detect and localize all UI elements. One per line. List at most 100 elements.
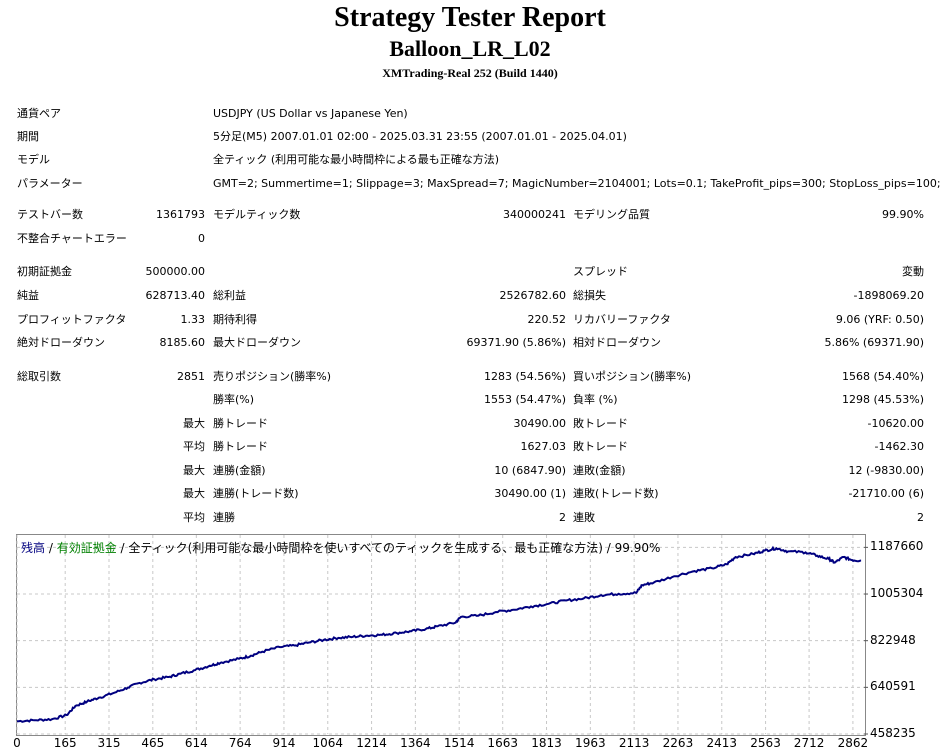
balance-chart-frame	[16, 534, 866, 736]
expected-payoff-label: 期待利得	[213, 313, 257, 326]
x-tick-label: 2712	[793, 736, 825, 750]
y-tick-label: 822948	[870, 632, 916, 647]
x-tick-label: 165	[53, 736, 77, 750]
deposit-value: 500000.00	[145, 265, 206, 278]
max-win-value: 30490.00	[513, 417, 567, 430]
cons-win-count-value: 30490.00 (1)	[494, 487, 566, 500]
gross-profit-label: 総利益	[213, 289, 246, 302]
quality-label: モデリング品質	[573, 208, 650, 221]
rel-drawdown-value: 5.86% (69371.90)	[824, 336, 924, 349]
max-loss-value: -10620.00	[867, 417, 924, 430]
deposit-label: 初期証拠金	[17, 265, 72, 278]
legend-model-text: / 全ティック(利用可能な最小時間枠を使いすべてのティックを生成する、最も正確な…	[116, 541, 661, 555]
x-tick-label: 1813	[531, 736, 562, 750]
ticks-label: モデルティック数	[213, 208, 301, 221]
x-tick-label: 764	[228, 736, 252, 750]
model-label: モデル	[17, 153, 50, 166]
avg-cons-win-label: 連勝	[213, 511, 235, 524]
x-tick-label: 1663	[487, 736, 518, 750]
avg-prefix: 平均	[183, 511, 205, 524]
short-positions-value: 1283 (54.56%)	[483, 370, 566, 383]
cons-win-amount-value: 10 (6847.90)	[494, 464, 566, 477]
spread-label: スプレッド	[573, 265, 628, 278]
symbol-value: USDJPY (US Dollar vs Japanese Yen)	[213, 107, 408, 120]
short-positions-label: 売りポジション(勝率%)	[213, 370, 332, 383]
cons-loss-count-label: 連敗(トレード数)	[573, 487, 659, 500]
avg-cons-win-value: 2	[559, 511, 566, 524]
y-tick-label: 1005304	[870, 586, 924, 601]
x-tick-label: 2862	[837, 736, 869, 750]
avg-win-value: 1627.03	[520, 440, 567, 453]
x-tick-label: 465	[141, 736, 165, 750]
max-loss-label: 敗トレード	[573, 417, 628, 430]
avg-win-label: 勝トレード	[213, 440, 268, 453]
x-tick-label: 1514	[443, 736, 475, 750]
legend-balance: 残高	[21, 541, 46, 555]
abs-drawdown-value: 8185.60	[159, 336, 206, 349]
ea-name: Balloon_LR_L02	[389, 36, 551, 61]
model-value: 全ティック (利用可能な最小時間枠による最も正確な方法)	[213, 153, 500, 166]
symbol-label: 通貨ペア	[17, 107, 61, 120]
x-tick-label: 614	[184, 736, 208, 750]
mismatch-label: 不整合チャートエラー	[17, 232, 127, 245]
max-drawdown-label: 最大ドローダウン	[213, 336, 301, 349]
cons-win-count-label: 連勝(トレード数)	[213, 487, 299, 500]
quality-value: 99.90%	[882, 208, 924, 221]
long-positions-label: 買いポジション(勝率%)	[573, 370, 692, 383]
max-prefix: 最大	[183, 464, 205, 477]
gross-profit-value: 2526782.60	[499, 289, 566, 302]
x-tick-label: 1364	[400, 736, 431, 750]
total-trades-value: 2851	[177, 370, 205, 383]
profit-factor-value: 1.33	[180, 313, 206, 326]
max-prefix: 最大	[183, 417, 205, 430]
net-profit-value: 628713.40	[145, 289, 206, 302]
bars-value: 1361793	[156, 208, 205, 221]
cons-loss-amount-label: 連敗(金額)	[573, 464, 626, 477]
avg-loss-label: 敗トレード	[573, 440, 628, 453]
params-label: パラメーター	[17, 177, 83, 190]
y-tick-label: 640591	[870, 679, 916, 694]
max-prefix: 最大	[183, 487, 205, 500]
x-tick-label: 2563	[750, 736, 781, 750]
period-value: 5分足(M5) 2007.01.01 02:00 - 2025.03.31 23…	[213, 130, 627, 143]
gross-loss-label: 総損失	[573, 289, 606, 302]
server-build: XMTrading-Real 252 (Build 1440)	[382, 66, 558, 80]
avg-cons-loss-label: 連敗	[573, 511, 595, 524]
max-win-label: 勝トレード	[213, 417, 268, 430]
net-profit-label: 純益	[17, 289, 39, 302]
x-tick-label: 1064	[312, 736, 344, 750]
x-tick-label: 914	[272, 736, 296, 750]
legend-separator: /	[45, 541, 57, 555]
win-rate-label: 勝率(%)	[213, 393, 255, 406]
period-label: 期間	[17, 130, 39, 143]
rel-drawdown-label: 相対ドローダウン	[573, 336, 661, 349]
params-value: GMT=2; Summertime=1; Slippage=3; MaxSpre…	[213, 177, 940, 190]
y-tick-label: 458235	[870, 726, 916, 740]
recovery-factor-value: 9.06 (YRF: 0.50)	[835, 313, 924, 326]
abs-drawdown-label: 絶対ドローダウン	[17, 336, 105, 349]
win-rate-value: 1553 (54.47%)	[483, 393, 566, 406]
report-title: Strategy Tester Report	[334, 2, 606, 33]
recovery-factor-label: リカバリーファクタ	[573, 313, 671, 326]
ticks-value: 340000241	[503, 208, 566, 221]
x-tick-label: 2413	[706, 736, 738, 750]
profit-factor-label: プロフィットファクタ	[17, 313, 127, 326]
avg-loss-value: -1462.30	[874, 440, 924, 453]
x-tick-label: 1214	[356, 736, 387, 750]
loss-rate-value: 1298 (45.53%)	[841, 393, 924, 406]
cons-loss-amount-value: 12 (-9830.00)	[848, 464, 924, 477]
x-tick-label: 0	[13, 736, 21, 750]
x-tick-label: 2263	[662, 736, 694, 750]
spread-value: 変動	[902, 265, 924, 278]
mismatch-value: 0	[198, 232, 205, 245]
bars-label: テストバー数	[17, 208, 83, 221]
expected-payoff-value: 220.52	[527, 313, 567, 326]
cons-win-amount-label: 連勝(金額)	[213, 464, 266, 477]
loss-rate-label: 負率 (%)	[573, 393, 618, 406]
cons-loss-count-value: -21710.00 (6)	[848, 487, 924, 500]
total-trades-label: 総取引数	[17, 370, 61, 383]
max-drawdown-value: 69371.90 (5.86%)	[466, 336, 566, 349]
legend-equity: 有効証拠金	[56, 541, 117, 555]
x-tick-label: 1963	[575, 736, 606, 750]
